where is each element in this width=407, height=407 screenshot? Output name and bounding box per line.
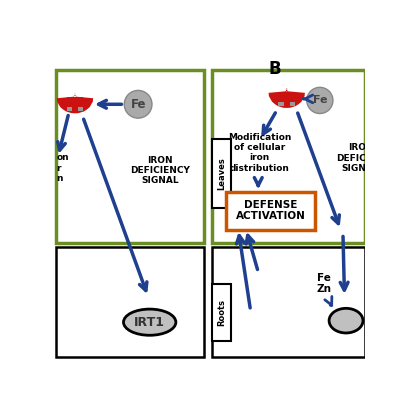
Text: Fe: Fe <box>313 95 327 105</box>
Text: DEFENSE
ACTIVATION: DEFENSE ACTIVATION <box>236 200 306 221</box>
Text: Fe
Zn: Fe Zn <box>316 273 331 295</box>
FancyBboxPatch shape <box>56 247 204 357</box>
Text: on
r
n: on r n <box>57 153 69 183</box>
FancyBboxPatch shape <box>212 284 230 341</box>
Bar <box>66 97 72 111</box>
Ellipse shape <box>123 309 176 335</box>
FancyBboxPatch shape <box>226 192 315 230</box>
Text: IRON
DEFICIENCY
SIGNAL: IRON DEFICIENCY SIGNAL <box>130 155 190 186</box>
FancyBboxPatch shape <box>56 70 204 243</box>
FancyBboxPatch shape <box>212 247 365 357</box>
Bar <box>290 92 295 106</box>
Bar <box>66 107 72 111</box>
Text: B: B <box>269 59 282 78</box>
Text: IRO
DEFIC
SIGN: IRO DEFIC SIGN <box>336 143 366 173</box>
Ellipse shape <box>329 309 363 333</box>
Text: Fe: Fe <box>130 98 146 111</box>
Bar <box>278 102 284 106</box>
Text: Roots: Roots <box>217 299 226 326</box>
Circle shape <box>124 90 152 118</box>
Bar <box>278 92 284 106</box>
Bar <box>290 102 295 106</box>
Text: Modification
of cellular
iron
distribution: Modification of cellular iron distributi… <box>228 133 291 173</box>
Text: IRT1: IRT1 <box>134 316 165 329</box>
Bar <box>78 107 83 111</box>
Text: Leaves: Leaves <box>217 157 226 190</box>
Circle shape <box>307 88 333 114</box>
Bar <box>78 97 83 111</box>
FancyBboxPatch shape <box>212 70 365 243</box>
FancyBboxPatch shape <box>212 139 230 208</box>
